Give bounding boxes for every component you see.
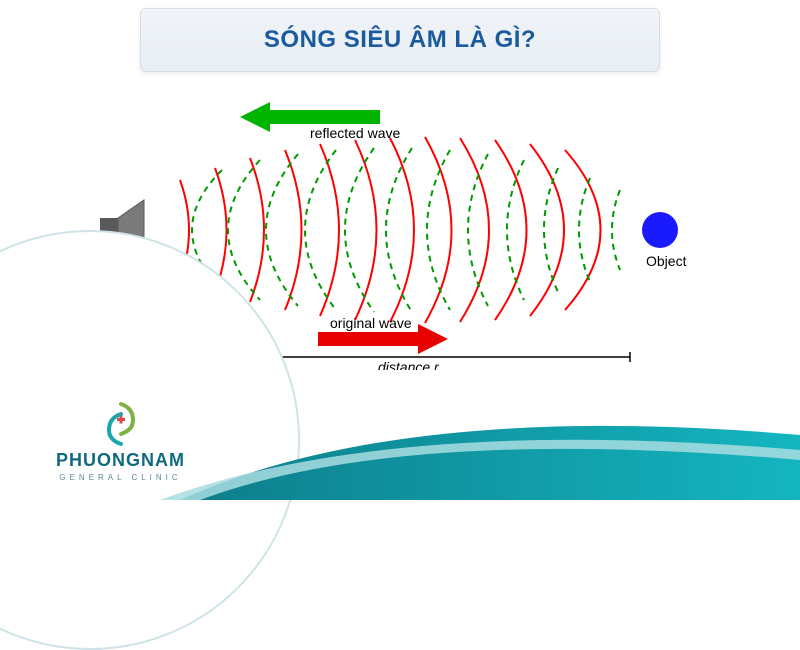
reflected-wave-label: reflected wave bbox=[310, 125, 400, 141]
clinic-logo: PHUONGNAM GENERAL CLINIC bbox=[56, 400, 185, 482]
logo-subtitle: GENERAL CLINIC bbox=[59, 473, 181, 482]
title-panel: SÓNG SIÊU ÂM LÀ GÌ? bbox=[140, 8, 660, 72]
distance-label: distance r bbox=[378, 359, 440, 370]
page-title: SÓNG SIÊU ÂM LÀ GÌ? bbox=[264, 26, 536, 54]
original-wave-label: original wave bbox=[330, 315, 412, 331]
object-circle bbox=[642, 212, 678, 248]
reflected-waves bbox=[192, 148, 620, 312]
logo-name: PHUONGNAM bbox=[56, 450, 185, 471]
original-arrow: original wave bbox=[318, 315, 448, 354]
logo-icon bbox=[97, 400, 145, 448]
reflected-arrow: reflected wave bbox=[240, 102, 400, 141]
object-label: Object bbox=[646, 253, 687, 269]
